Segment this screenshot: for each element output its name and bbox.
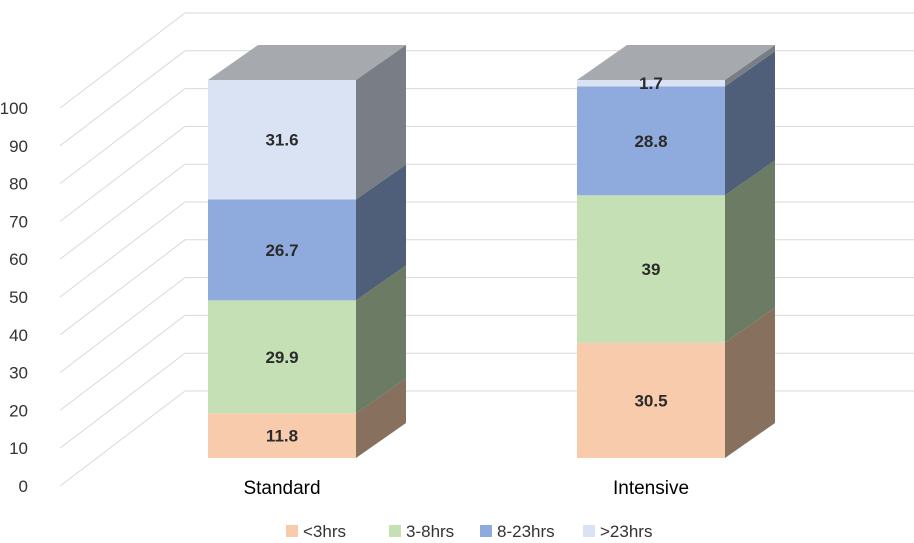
gridlines [59,12,914,487]
bar-standard: 11.8 29.9 26.7 31.6 [208,45,406,458]
legend: <3hrs 3-8hrs 8-23hrs >23hrs [286,522,652,541]
gridline [59,314,914,411]
data-label: 30.5 [634,391,667,410]
bar-segment-side [356,378,406,458]
y-tick-label: 10 [9,439,28,458]
gridline [59,201,914,298]
y-tick-label: 50 [9,288,28,307]
bar-segment-side [725,307,775,458]
y-tick-label: 30 [9,364,28,383]
legend-swatch [583,525,595,537]
y-tick-label: 60 [9,250,28,269]
data-label: 11.8 [266,427,298,446]
y-tick-label: 0 [19,477,28,496]
y-tick-label: 70 [9,212,28,231]
gridline [59,352,914,449]
category-label: Intensive [613,478,689,499]
gridline [59,125,914,222]
gridline [59,50,914,147]
data-label: 26.7 [265,241,298,260]
bar-top-face [208,45,406,80]
bar-segment [208,413,356,458]
legend-label: <3hrs [303,522,346,541]
bar-segment [208,199,356,301]
y-axis-tick-labels: 0 10 20 30 40 50 60 70 80 90 100 [0,99,28,496]
bar-segment [577,86,725,196]
bar-segment [208,80,356,200]
bar-segment [208,300,356,414]
bar-segment-side [725,160,775,343]
y-tick-label: 40 [9,326,28,345]
data-label: 39 [642,260,661,279]
legend-swatch [389,525,401,537]
bar-intensive: 30.5 39 28.8 1.7 [577,45,775,458]
bar-segment-side [356,265,406,414]
legend-label: >23hrs [600,522,652,541]
bar-segment [577,195,725,343]
bar-segment [577,80,725,87]
data-label: 29.9 [265,348,298,367]
y-tick-label: 80 [9,175,28,194]
bar-segment-side [725,51,775,196]
data-label: 31.6 [265,131,298,150]
bar-segment-side [725,45,775,87]
y-tick-label: 100 [0,99,28,118]
y-tick-label: 90 [9,137,28,156]
legend-label: 3-8hrs [406,522,454,541]
gridline [59,163,914,260]
gridline [59,12,914,109]
bar-segment [577,342,725,458]
legend-swatch [286,525,298,537]
bar-top-face [577,45,775,80]
gridline [59,390,914,487]
y-tick-label: 20 [9,401,28,420]
gridline [59,277,914,373]
category-label: Standard [243,478,320,499]
gridline [59,239,914,336]
legend-label: 8-23hrs [497,522,555,541]
data-label: 28.8 [634,132,667,151]
bar-segment-side [356,164,406,301]
legend-swatch [480,525,492,537]
data-label: 1.7 [639,74,663,93]
bar-segment-side [356,45,406,200]
gridline [59,88,914,184]
